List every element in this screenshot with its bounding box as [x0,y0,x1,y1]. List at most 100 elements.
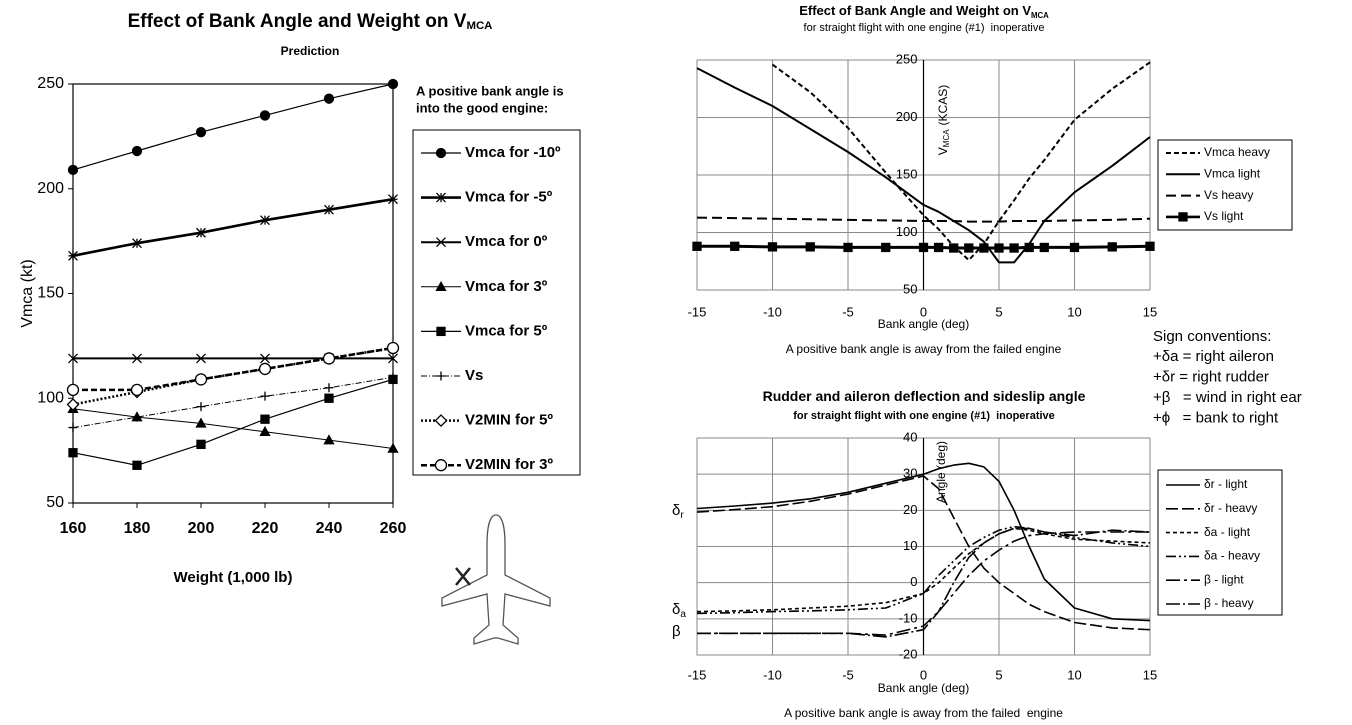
series-line [696,216,1151,223]
marker [949,243,959,253]
marker [132,412,142,422]
annotation: into the good engine: [416,100,548,115]
y-tick-label: 0 [910,574,917,589]
marker [1145,241,1155,251]
series-line [696,525,1151,615]
annotation-symbol: β [672,623,681,640]
marker [434,414,448,428]
x-tick-label: -5 [842,667,854,682]
x-axis-label: Bank angle (deg) [878,317,969,331]
sign-convention: +δa = right aileron [1153,348,1274,365]
y-tick-label: 10 [903,538,917,553]
y-axis-label: Vmca (kt) [19,259,36,327]
marker [434,459,448,472]
legend-box [1157,469,1283,616]
chart-title: Effect of Bank Angle and Weight on VMCA [128,11,493,32]
marker [881,242,891,253]
marker [730,241,740,251]
airplane-icon [441,514,551,645]
y-tick-label: 50 [46,494,64,511]
marker [843,242,853,253]
x-tick-label: 220 [252,520,279,537]
sign-convention: +δr = right rudder [1153,368,1269,385]
x-tick-label: 5 [995,667,1002,682]
x-tick-label: 0 [920,304,927,319]
x-tick-label: 240 [316,520,343,537]
legend-label: Vmca for 3º [465,278,548,295]
legend-label: δr - light [1204,477,1248,491]
series-line [771,61,1151,262]
y-label-text: Angle (deg) [934,441,948,503]
x-tick-label: 160 [60,520,87,537]
x-tick-label: 0 [920,667,927,682]
x-tick-label: -10 [763,304,782,319]
y-label-subscript: MCA [942,129,951,147]
marker [435,280,447,292]
marker [324,393,334,403]
x-tick-label: -15 [688,667,707,682]
x-tick-label: 260 [380,520,407,537]
marker [66,398,80,411]
note: A positive bank angle is away from the f… [784,706,1063,720]
annotation: β [672,623,681,640]
marker [196,402,206,412]
y-label-text: V [936,147,950,155]
y-tick-label: 200 [37,180,64,197]
marker [259,425,271,437]
marker [436,237,446,248]
legend-label: Vmca for -10º [465,144,561,161]
series-line [72,378,394,466]
y-tick-label: 100 [896,224,918,239]
marker [1009,243,1019,253]
y-tick-label: 100 [37,389,64,406]
marker [387,78,399,90]
y-tick-label: 250 [896,51,918,66]
annotation-subscript: r [680,510,684,521]
x-tick-label: 10 [1067,667,1081,682]
marker [1024,242,1034,253]
y-tick-label: 20 [903,502,917,517]
legend-label: δr - heavy [1204,501,1257,515]
marker [964,243,974,253]
y-tick-label: -10 [899,610,918,625]
legend-label: Vs light [1204,209,1244,223]
x-tick-label: -5 [842,304,854,319]
x-tick-label: -10 [763,667,782,682]
marker [994,243,1004,253]
x-axis-label: Weight (1,000 lb) [174,569,293,586]
series-line [72,376,394,429]
series-line [72,408,394,449]
marker [933,242,944,253]
y-tick-label: 150 [37,285,64,302]
marker [436,192,446,203]
marker [132,353,142,364]
title-text: Effect of Bank Angle and Weight on V [799,3,1031,18]
chart-subtitle: for straight flight with one engine (#1)… [804,22,1045,34]
marker [195,127,207,138]
marker [436,326,446,337]
sign-conventions-title: Sign conventions: [1153,328,1271,345]
y-axis-label: VMCA (KCAS) [936,85,951,155]
x-axis-label: Bank angle (deg) [878,681,969,695]
series-line [72,197,394,258]
series-line [72,83,394,171]
marker [322,352,336,365]
marker [196,227,206,238]
chart-title: Effect of Bank Angle and Weight on VMCA [799,3,1049,20]
marker [68,353,78,364]
legend-label: β - light [1204,572,1244,586]
x-tick-label: 15 [1143,304,1157,319]
marker [259,110,271,121]
marker [194,373,208,386]
title-subscript: MCA [1031,11,1049,20]
marker [68,250,78,261]
x-tick-label: 180 [124,520,151,537]
marker [131,145,143,157]
marker [1107,242,1117,252]
marker [436,371,446,381]
marker [767,242,778,252]
plot-frame [72,83,394,504]
marker [435,147,447,159]
annotation-subscript: a [680,609,686,620]
